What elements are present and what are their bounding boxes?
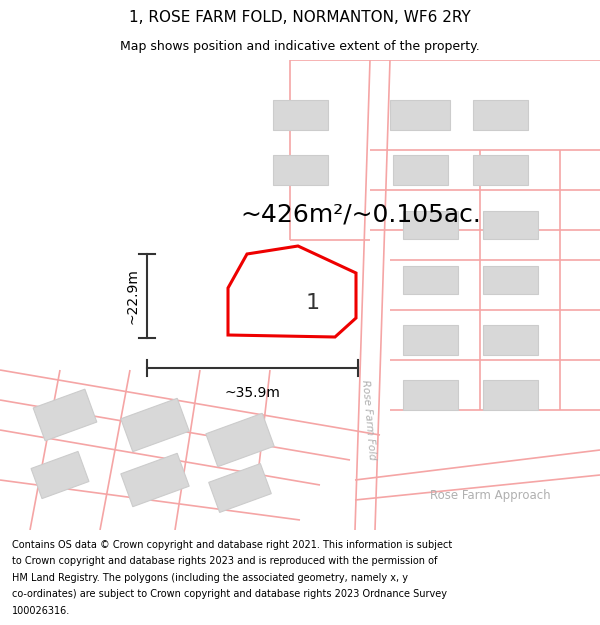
Polygon shape [482, 266, 538, 294]
Polygon shape [482, 325, 538, 355]
Text: Map shows position and indicative extent of the property.: Map shows position and indicative extent… [120, 40, 480, 53]
Polygon shape [272, 100, 328, 130]
Polygon shape [403, 325, 458, 355]
Text: 1, ROSE FARM FOLD, NORMANTON, WF6 2RY: 1, ROSE FARM FOLD, NORMANTON, WF6 2RY [129, 11, 471, 26]
Text: ~35.9m: ~35.9m [224, 386, 280, 400]
Polygon shape [121, 398, 189, 452]
Text: co-ordinates) are subject to Crown copyright and database rights 2023 Ordnance S: co-ordinates) are subject to Crown copyr… [12, 589, 447, 599]
Polygon shape [33, 389, 97, 441]
Polygon shape [403, 380, 458, 410]
Text: ~22.9m: ~22.9m [125, 268, 139, 324]
Polygon shape [206, 413, 274, 467]
Text: ~426m²/~0.105ac.: ~426m²/~0.105ac. [240, 203, 481, 227]
Text: 100026316.: 100026316. [12, 606, 70, 616]
Text: Rose Farm Fold: Rose Farm Fold [359, 379, 376, 461]
Polygon shape [482, 211, 538, 239]
Polygon shape [403, 266, 458, 294]
Polygon shape [31, 451, 89, 499]
Polygon shape [473, 100, 527, 130]
Polygon shape [482, 380, 538, 410]
Polygon shape [121, 453, 189, 507]
Text: Rose Farm Approach: Rose Farm Approach [430, 489, 550, 501]
Polygon shape [473, 155, 527, 185]
Polygon shape [403, 211, 458, 239]
Polygon shape [272, 155, 328, 185]
Polygon shape [287, 275, 332, 305]
Polygon shape [392, 155, 448, 185]
Text: Contains OS data © Crown copyright and database right 2021. This information is : Contains OS data © Crown copyright and d… [12, 539, 452, 549]
Text: HM Land Registry. The polygons (including the associated geometry, namely x, y: HM Land Registry. The polygons (includin… [12, 572, 408, 582]
Text: 1: 1 [305, 293, 320, 313]
Polygon shape [209, 464, 271, 512]
Text: to Crown copyright and database rights 2023 and is reproduced with the permissio: to Crown copyright and database rights 2… [12, 556, 437, 566]
Polygon shape [390, 100, 450, 130]
Polygon shape [228, 246, 356, 337]
